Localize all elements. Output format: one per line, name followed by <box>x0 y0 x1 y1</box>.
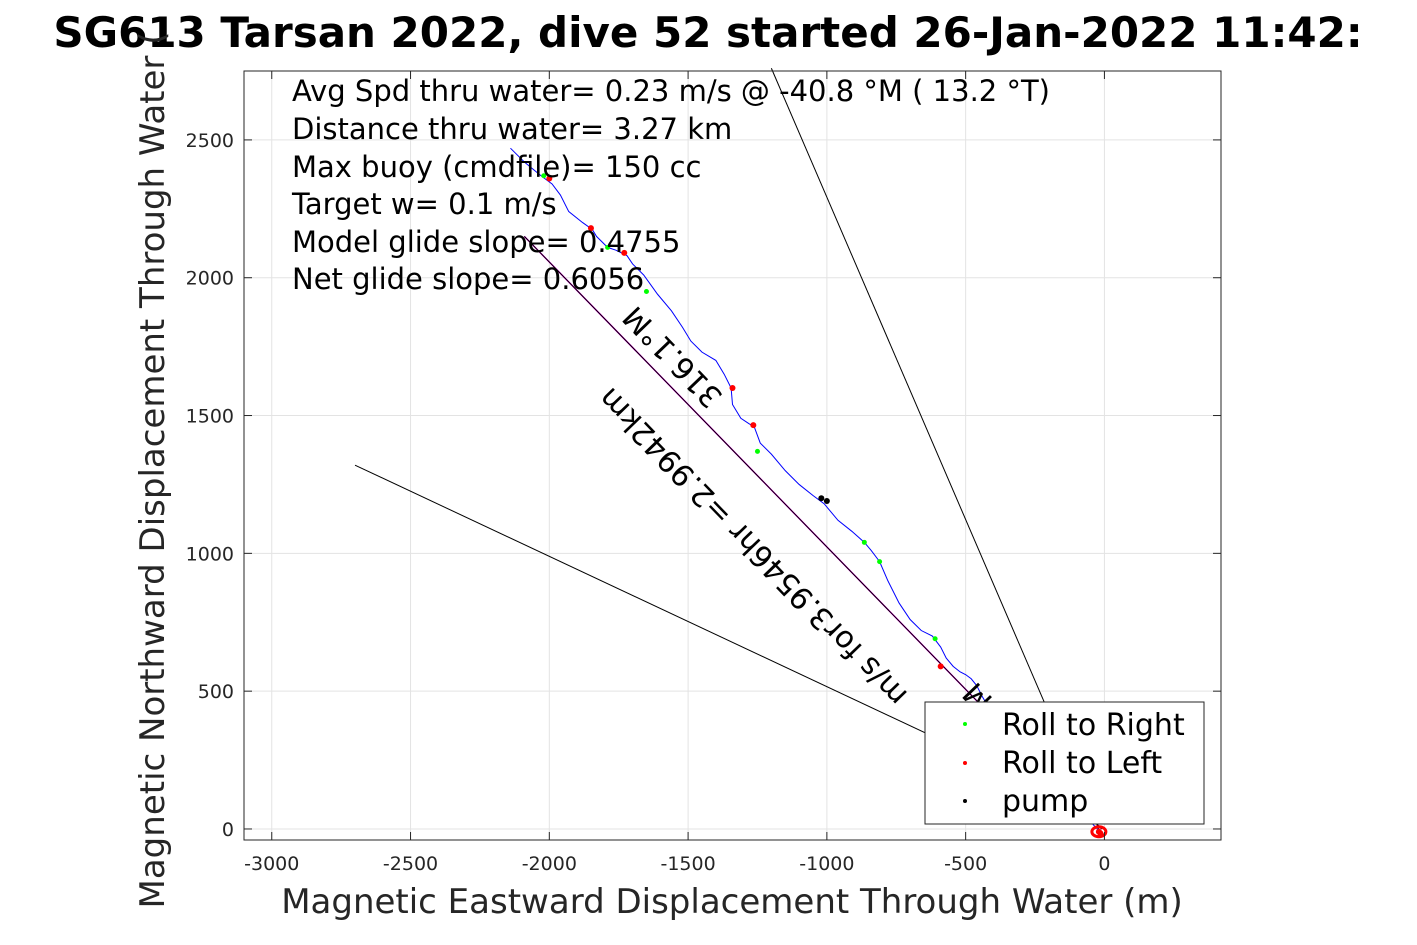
legend-label-roll-right: Roll to Right <box>1002 708 1185 743</box>
roll-left-point <box>1090 825 1108 839</box>
roll-left-point <box>729 384 736 391</box>
x-tick-label: -2500 <box>383 853 438 875</box>
annotation-avg-speed: Avg Spd thru water= 0.23 m/s @ -40.8 °M … <box>292 74 1050 108</box>
x-tick-label: -1500 <box>660 853 715 875</box>
roll-right-point <box>861 539 867 545</box>
reference-line <box>354 464 966 753</box>
y-tick-label: 2500 <box>186 130 234 152</box>
plot-frame <box>243 70 1222 841</box>
pump-point <box>823 497 830 504</box>
y-tick-label: 1500 <box>186 406 234 428</box>
annotation-block: Avg Spd thru water= 0.23 m/s @ -40.8 °M … <box>291 74 1050 296</box>
legend-label-roll-left: Roll to Left <box>1002 746 1162 781</box>
axis-ticks: -3000 -2500 -2000 -1500 -1000 -500 0 0 500 1000 15… <box>186 71 1221 875</box>
roll-right-point <box>932 636 938 642</box>
annotation-model-glide: Model glide slope= 0.4755 <box>292 225 680 259</box>
legend-marker-roll-right <box>963 722 967 726</box>
roll-left-point <box>546 175 553 182</box>
legend: Roll to Right Roll to Left pump <box>924 701 1205 825</box>
legend-marker-roll-left <box>963 761 967 765</box>
roll-left-point <box>587 225 594 232</box>
roll-pump-markers <box>541 173 1108 839</box>
legend-label-pump: pump <box>1002 784 1088 819</box>
y-tick-label: 500 <box>198 681 234 703</box>
annotation-net-glide: Net glide slope= 0.6056 <box>292 262 644 296</box>
x-tick-label: -2000 <box>522 853 577 875</box>
x-axis-label: Magnetic Eastward Displacement Through W… <box>281 882 1183 922</box>
roll-left-point <box>937 663 944 670</box>
legend-marker-pump <box>963 799 967 803</box>
roll-right-point <box>754 448 760 454</box>
x-tick-label: -1000 <box>799 853 854 875</box>
roll-right-point <box>877 559 883 565</box>
pump-point <box>818 495 825 502</box>
roll-left-point <box>1097 830 1104 837</box>
roll-right-point <box>643 289 649 295</box>
y-tick-label: 1000 <box>186 543 234 565</box>
x-tick-label: 0 <box>1098 853 1110 875</box>
y-tick-label: 2000 <box>186 268 234 290</box>
x-tick-label: -500 <box>944 853 987 875</box>
chart-title: SG613 Tarsan 2022, dive 52 started 26-Ja… <box>53 8 1362 57</box>
y-tick-label: 0 <box>222 819 234 841</box>
x-tick-label: -3000 <box>244 853 299 875</box>
legend-box <box>924 701 1205 825</box>
roll-right-point <box>605 244 611 250</box>
roll-left-point <box>621 249 628 256</box>
annotation-max-buoy: Max buoy (cmdfile)= 150 cc <box>292 150 701 184</box>
roll-left-point <box>750 422 757 429</box>
y-axis-label: Magnetic Northward Displacement Through … <box>133 32 173 909</box>
annotation-distance: Distance thru water= 3.27 km <box>292 112 732 146</box>
roll-right-point <box>541 173 547 179</box>
annotation-target-w: Target w= 0.1 m/s <box>291 187 557 221</box>
